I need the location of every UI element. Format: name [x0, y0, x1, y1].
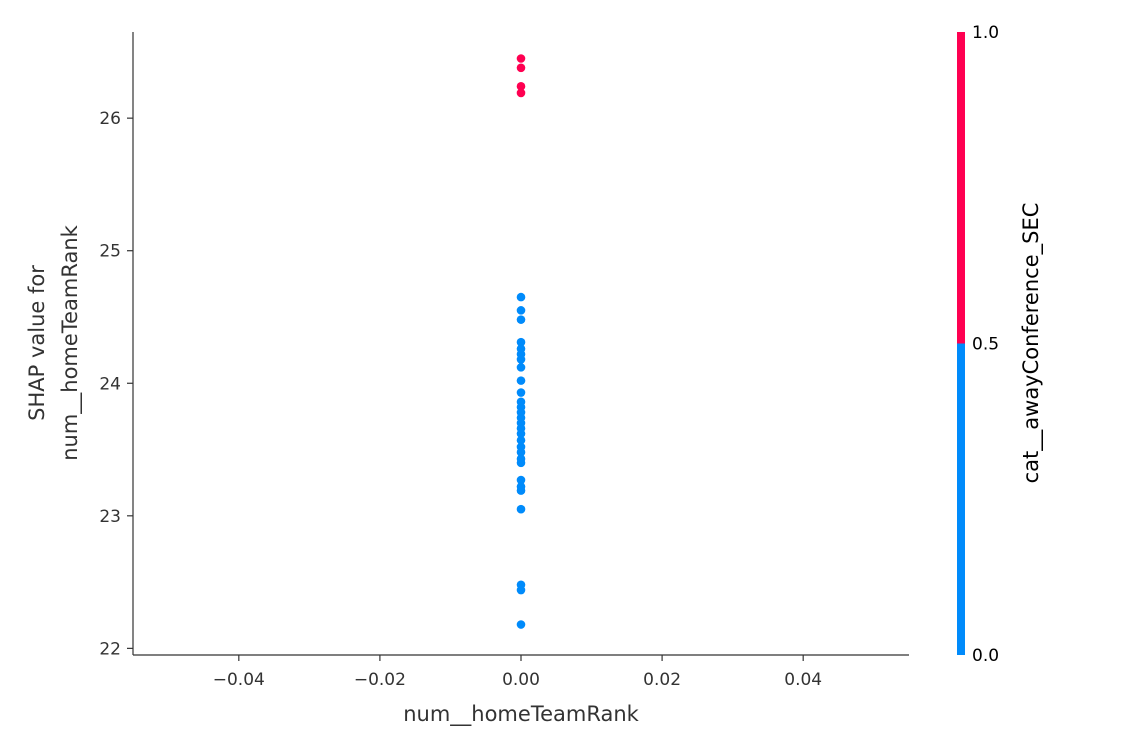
colorbar-title: cat__awayConference_SEC [1019, 203, 1044, 484]
data-point [516, 435, 526, 445]
data-point [516, 447, 526, 457]
colorbar-tick-label: 1.0 [972, 23, 999, 43]
data-point [516, 363, 526, 372]
y-tick-label: 26 [99, 109, 121, 129]
data-point [516, 355, 526, 364]
data-point [516, 458, 526, 468]
data-point [516, 315, 526, 324]
y-tick-label: 22 [99, 639, 121, 659]
x-axis-title: num__homeTeamRank [403, 702, 639, 727]
data-point [516, 82, 526, 91]
data-point [516, 504, 526, 514]
data-points [516, 54, 526, 629]
data-point [516, 306, 526, 315]
data-point [516, 429, 526, 438]
data-point [516, 88, 526, 98]
x-tick-label: 0.04 [784, 670, 822, 690]
x-tick-label: 0.00 [502, 670, 540, 690]
x-ticks: −0.04 −0.02 0.00 0.02 0.04 [213, 655, 822, 690]
data-point [516, 388, 526, 397]
data-point [516, 475, 526, 485]
y-tick-label: 25 [99, 242, 121, 262]
data-point [516, 337, 526, 347]
y-tick-label: 23 [99, 507, 121, 527]
data-point [516, 63, 526, 73]
data-point [516, 54, 526, 63]
y-ticks: 22 23 24 25 26 [99, 109, 133, 659]
data-point [516, 486, 526, 495]
data-point [516, 376, 526, 385]
x-tick-label: 0.02 [643, 670, 681, 690]
colorbar-tick-label: 0.0 [972, 646, 999, 666]
y-axis-title-line-2: num__homeTeamRank [58, 224, 83, 460]
data-point [516, 620, 526, 629]
colorbar-ticks: 0.0 0.5 1.0 [972, 23, 999, 666]
x-tick-label: −0.04 [213, 670, 265, 690]
y-tick-label: 24 [99, 374, 121, 394]
y-axis-title-line-1: SHAP value for [25, 265, 49, 421]
colorbar [957, 32, 965, 655]
data-point [516, 585, 526, 595]
data-point [516, 292, 526, 302]
colorbar-tick-label: 0.5 [972, 335, 999, 355]
x-tick-label: −0.02 [354, 670, 406, 690]
